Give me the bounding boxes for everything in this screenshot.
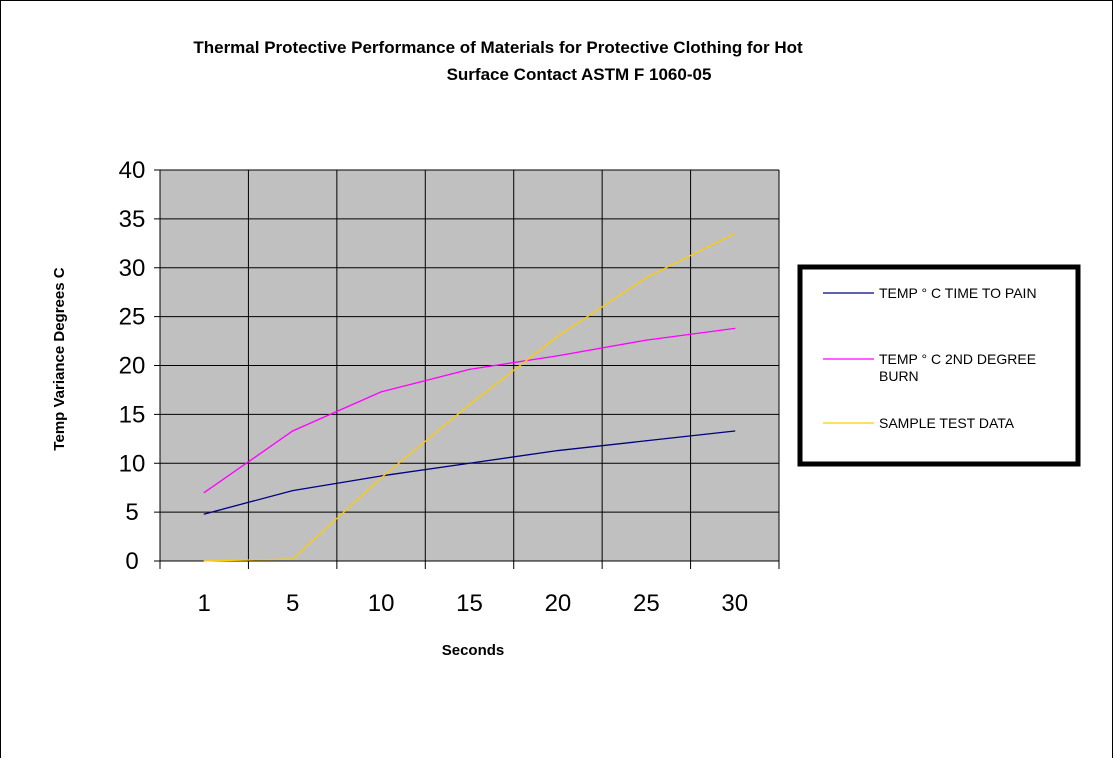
data-point: [645, 339, 647, 341]
x-axis-title: Seconds: [442, 642, 505, 659]
y-tick-label: 20: [119, 353, 146, 380]
data-point: [468, 462, 471, 464]
data-point: [557, 449, 559, 452]
y-tick-label: 15: [119, 401, 146, 428]
x-axis-ticks: 1 5 10 15 20 25 30: [159, 561, 780, 617]
data-point: [557, 355, 559, 357]
legend-box: [797, 264, 1081, 467]
x-tick-label: 5: [286, 590, 299, 617]
x-tick-label: 15: [456, 590, 483, 617]
data-point: [734, 327, 736, 329]
data-point: [380, 391, 382, 393]
x-tick-label: 25: [633, 590, 660, 617]
y-tick-label: 40: [119, 157, 146, 184]
legend-label: TEMP ° C 2ND DEGREE: [879, 351, 1036, 367]
y-tick-label: 35: [119, 206, 146, 233]
data-point: [468, 404, 471, 406]
y-tick-label: 5: [125, 499, 138, 526]
y-axis-title: Temp Variance Degrees C: [51, 267, 68, 450]
data-point: [380, 475, 382, 477]
x-tick-label: 10: [368, 590, 395, 617]
y-axis-ticks: 0 5 10 15 20 25 30 35 40: [119, 157, 160, 575]
data-point: [645, 276, 647, 279]
data-point: [557, 335, 559, 337]
data-point: [380, 477, 382, 479]
plot-area: [159, 169, 780, 562]
legend-label: TEMP ° C TIME TO PAIN: [879, 285, 1037, 301]
data-point: [645, 440, 647, 442]
data-point: [734, 430, 736, 432]
data-point: [468, 368, 471, 371]
series-lines: [203, 232, 736, 562]
chart-title-line-2: Surface Contact ASTM F 1060-05: [447, 65, 712, 84]
legend-label: SAMPLE TEST DATA: [879, 415, 1015, 431]
x-tick-label: 20: [545, 590, 572, 617]
data-point: [292, 430, 294, 432]
y-tick-label: 30: [119, 255, 146, 282]
chart-title-line-1: Thermal Protective Performance of Materi…: [193, 38, 803, 57]
x-tick-label: 30: [721, 590, 748, 617]
y-tick-label: 25: [119, 304, 146, 331]
data-point: [203, 491, 205, 494]
data-point: [292, 490, 294, 492]
data-point: [203, 560, 205, 562]
data-point: [203, 513, 205, 515]
legend: TEMP ° C TIME TO PAIN TEMP ° C 2ND DEGREE…: [797, 264, 1081, 467]
legend-items: TEMP ° C TIME TO PAIN TEMP ° C 2ND DEGREE…: [823, 285, 1037, 431]
y-tick-label: 10: [119, 450, 146, 477]
x-tick-label: 1: [198, 590, 211, 617]
legend-label: BURN: [879, 368, 919, 384]
data-point: [292, 558, 294, 560]
y-tick-label: 0: [125, 548, 138, 575]
data-point: [734, 232, 736, 235]
